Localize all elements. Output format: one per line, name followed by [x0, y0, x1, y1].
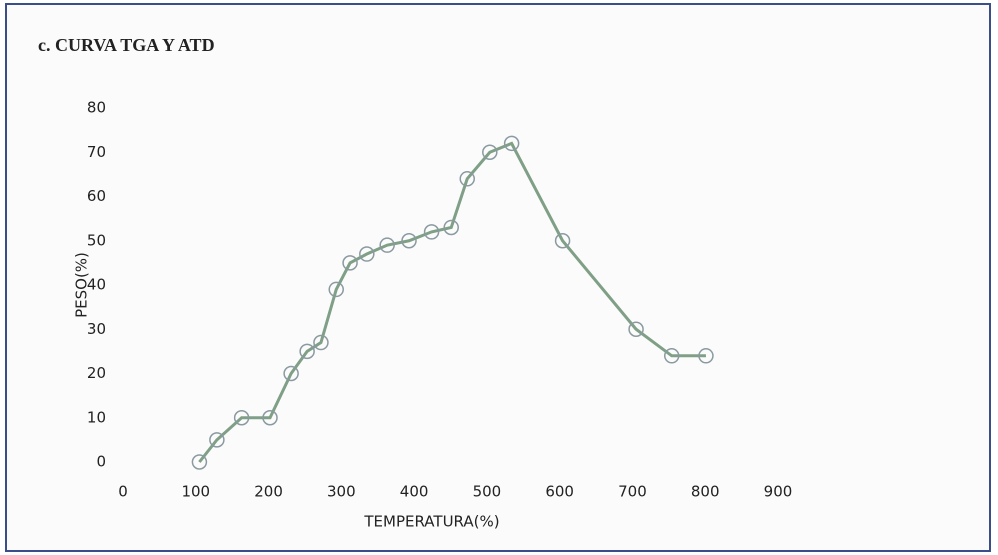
frame: [5, 3, 991, 552]
y-tick-label: 20: [87, 364, 106, 382]
y-tick-label: 10: [87, 408, 106, 426]
chart-title: c. CURVA TGA Y ATD: [38, 35, 215, 55]
marker: [482, 144, 498, 160]
marker: [262, 410, 278, 426]
x-tick-label: 700: [618, 483, 647, 501]
marker: [342, 255, 358, 271]
marker: [401, 233, 417, 249]
marker: [628, 321, 644, 337]
y-tick-label: 50: [87, 231, 106, 249]
marker: [503, 135, 520, 152]
marker: [379, 237, 395, 253]
x-axis-title: TEMPERATURA(%): [363, 513, 499, 531]
y-tick-label: 80: [87, 99, 106, 117]
marker: [698, 348, 714, 364]
marker: [328, 281, 344, 298]
marker: [313, 334, 329, 351]
y-tick-label: 30: [87, 320, 106, 338]
x-tick-label: 600: [545, 483, 574, 501]
x-tick-label: 800: [691, 483, 720, 501]
marker: [423, 224, 440, 240]
marker: [663, 348, 680, 364]
x-tick-label: 300: [327, 483, 356, 501]
marker: [233, 410, 250, 426]
marker: [443, 219, 459, 236]
marker: [554, 233, 571, 249]
x-tick-label: 0: [118, 483, 128, 501]
marker: [209, 432, 225, 448]
y-tick-label: 0: [96, 453, 106, 471]
marker: [359, 246, 375, 262]
x-tick-label: 100: [181, 483, 210, 501]
marker: [191, 454, 208, 470]
x-tick-label: 900: [764, 483, 793, 501]
x-tick-label: 400: [400, 483, 429, 501]
y-tick-label: 70: [87, 143, 106, 161]
marker: [459, 171, 475, 187]
x-tick-label: 200: [254, 483, 283, 501]
y-axis-title: PESO(%): [73, 252, 91, 318]
marker: [299, 343, 315, 360]
marker: [283, 365, 299, 382]
x-tick-label: 500: [473, 483, 502, 501]
y-tick-label: 60: [87, 187, 106, 205]
line: [198, 141, 706, 463]
y-tick-label: 40: [87, 276, 106, 294]
